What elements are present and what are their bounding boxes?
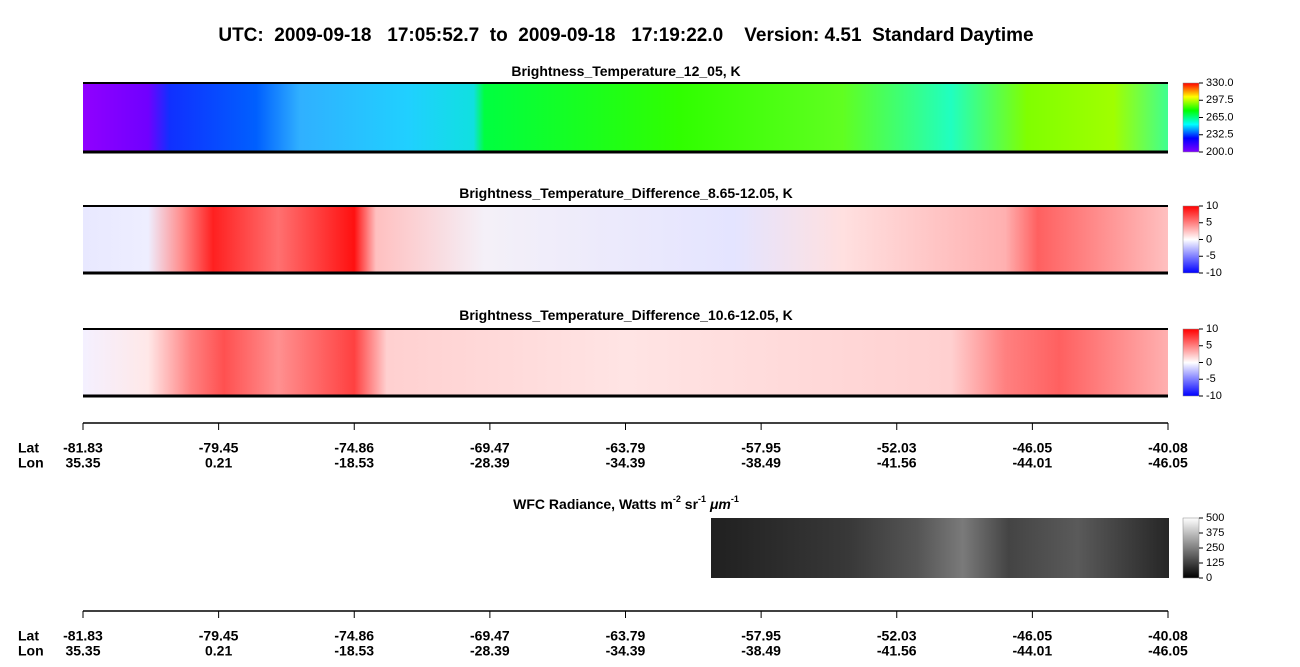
axis-tick-label: -28.39 [470,455,510,471]
colorbar-tick-label: -10 [1206,390,1222,402]
title-part: Brightness_Temperature_Difference_8.65-1… [459,185,793,201]
axis-tick-label: -34.39 [606,643,646,659]
image-strip [83,206,1168,273]
image-strip [711,518,1169,578]
axis-tick-label: -57.95 [741,628,781,644]
axis-tick-label: -79.45 [199,440,239,456]
axis-row-label: Lon [18,643,44,659]
axis-tick-label: 0.21 [205,643,232,659]
axis-tick-label: -52.03 [877,440,917,456]
axis-tick-label: -79.45 [199,628,239,644]
title-part: sr [681,496,699,512]
title-part: -2 [673,494,681,504]
axis-tick-label: 35.35 [65,643,100,659]
axis-row-label: Lon [18,455,44,471]
title-part: WFC Radiance, Watts m [513,496,673,512]
axis-tick-label: -40.08 [1148,628,1188,644]
axis-tick-label: -63.79 [606,628,646,644]
axis-tick-label: -74.86 [334,628,374,644]
colorbar-tick-label: 500 [1206,512,1224,524]
axis-tick-label: -18.53 [334,643,374,659]
colorbar-tick-label: 0 [1206,233,1212,245]
colorbar-tick-label: -10 [1206,267,1222,279]
figure-title: UTC: 2009-09-18 17:05:52.7 to 2009-09-18… [218,25,1033,46]
axis-tick-label: -69.47 [470,440,510,456]
colorbar-tick-label: 0 [1206,356,1212,368]
axis-tick-label: -81.83 [63,628,103,644]
axis-tick-label: -46.05 [1148,643,1188,659]
axis-tick-label: -38.49 [741,455,781,471]
colorbar-tick-label: 0 [1206,572,1212,584]
axis-tick-label: -18.53 [334,455,374,471]
axis-row-label: Lat [18,440,39,456]
axis-tick-label: -52.03 [877,628,917,644]
colorbar [1182,328,1200,397]
colorbar [1182,82,1200,153]
axis-tick-label: -28.39 [470,643,510,659]
panel-title: Brightness_Temperature_Difference_8.65-1… [459,185,793,201]
colorbar-tick-label: 297.5 [1206,94,1234,106]
panel-title: Brightness_Temperature_Difference_10.6-1… [459,307,793,323]
axis-tick-label: -81.83 [63,440,103,456]
title-part: Brightness_Temperature_12_05, K [511,63,740,79]
colorbar-tick-label: 265.0 [1206,111,1234,123]
axis-tick-label: -57.95 [741,440,781,456]
axis-tick-label: -69.47 [470,628,510,644]
axis-row-label: Lat [18,628,39,644]
axis-tick-label: -44.01 [1013,643,1053,659]
axis-tick-label: -44.01 [1013,455,1053,471]
panel-title: WFC Radiance, Watts m-2 sr-1 μm-1 [513,494,739,511]
colorbar [1182,205,1200,274]
title-part: -1 [698,494,706,504]
colorbar-tick-label: 200.0 [1206,146,1234,158]
colorbar-tick-label: 5 [1206,217,1212,229]
colorbar-tick-label: -5 [1206,373,1216,385]
panel-title: Brightness_Temperature_12_05, K [511,63,740,79]
axis-tick-label: 0.21 [205,455,232,471]
title-part: -1 [731,494,739,504]
axis-tick-label: -41.56 [877,455,917,471]
colorbar-tick-label: 250 [1206,542,1224,554]
colorbar-tick-label: 232.5 [1206,129,1234,141]
axis-tick-label: -38.49 [741,643,781,659]
axis-tick-label: -40.08 [1148,440,1188,456]
axis-tick-label: -46.05 [1148,455,1188,471]
axis-tick-label: 35.35 [65,455,100,471]
colorbar-tick-label: -5 [1206,250,1216,262]
axis-tick-label: -46.05 [1013,628,1053,644]
axis-tick-label: -63.79 [606,440,646,456]
axis-tick-label: -34.39 [606,455,646,471]
colorbar-tick-label: 5 [1206,340,1212,352]
colorbar-tick-label: 10 [1206,200,1218,212]
colorbar-tick-label: 375 [1206,527,1224,539]
colorbar [1182,517,1200,579]
axis-tick-label: -74.86 [334,440,374,456]
axis-tick-label: -41.56 [877,643,917,659]
colorbar-tick-label: 10 [1206,323,1218,335]
title-part: μm [709,496,731,512]
image-strip [83,83,1168,152]
axis-tick-label: -46.05 [1013,440,1053,456]
colorbar-tick-label: 330.0 [1206,77,1234,89]
image-strip [83,329,1168,396]
title-part: Brightness_Temperature_Difference_10.6-1… [459,307,793,323]
colorbar-tick-label: 125 [1206,557,1224,569]
